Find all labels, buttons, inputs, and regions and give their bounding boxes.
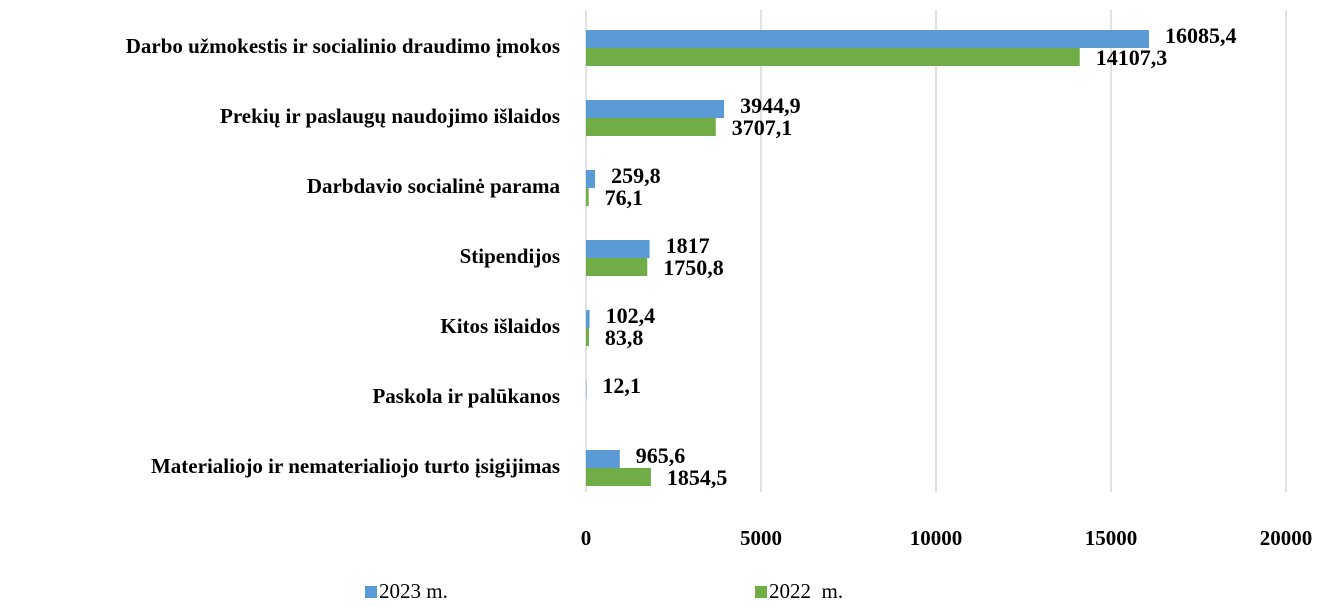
category-label: Kitos išlaidos — [440, 314, 560, 338]
category-label: Paskola ir palūkanos — [372, 384, 560, 408]
value-label: 3707,1 — [732, 115, 793, 140]
category-label: Prekių ir paslaugų naudojimo išlaidos — [220, 104, 560, 128]
category-label: Darbdavio socialinė parama — [307, 174, 561, 198]
bar — [586, 258, 648, 276]
bar — [586, 240, 650, 258]
x-tick-label: 0 — [581, 526, 592, 550]
bar — [586, 188, 589, 206]
x-tick-label: 10000 — [910, 526, 963, 550]
x-tick-label: 20000 — [1260, 526, 1313, 550]
bar — [586, 468, 651, 486]
value-label: 16085,4 — [1165, 23, 1237, 48]
legend-swatch — [755, 586, 767, 598]
bar — [586, 48, 1080, 66]
value-label: 3944,9 — [740, 93, 801, 118]
category-label: Stipendijos — [460, 244, 560, 268]
value-label: 83,8 — [605, 325, 644, 350]
value-label: 259,8 — [611, 163, 661, 188]
bar — [586, 118, 716, 136]
value-label: 14107,3 — [1096, 45, 1168, 70]
bar — [586, 328, 589, 346]
x-tick-label: 15000 — [1085, 526, 1138, 550]
category-label: Darbo užmokestis ir socialinio draudimo … — [126, 34, 560, 58]
value-label: 102,4 — [606, 303, 656, 328]
value-label: 76,1 — [605, 185, 644, 210]
value-label: 1817 — [666, 233, 710, 258]
bar — [586, 30, 1149, 48]
legend-label: 2022 m. — [769, 579, 843, 603]
legend-label: 2023 m. — [379, 579, 448, 603]
x-tick-label: 5000 — [740, 526, 782, 550]
value-label: 12,1 — [602, 373, 641, 398]
value-label: 965,6 — [636, 443, 686, 468]
value-label: 1854,5 — [667, 465, 728, 490]
category-label: Materialiojo ir nematerialiojo turto įsi… — [151, 454, 560, 478]
bar — [586, 170, 596, 188]
bar — [586, 310, 590, 328]
value-label: 1750,8 — [663, 255, 724, 280]
bar — [586, 450, 620, 468]
legend-swatch — [365, 586, 377, 598]
bar — [586, 100, 725, 118]
